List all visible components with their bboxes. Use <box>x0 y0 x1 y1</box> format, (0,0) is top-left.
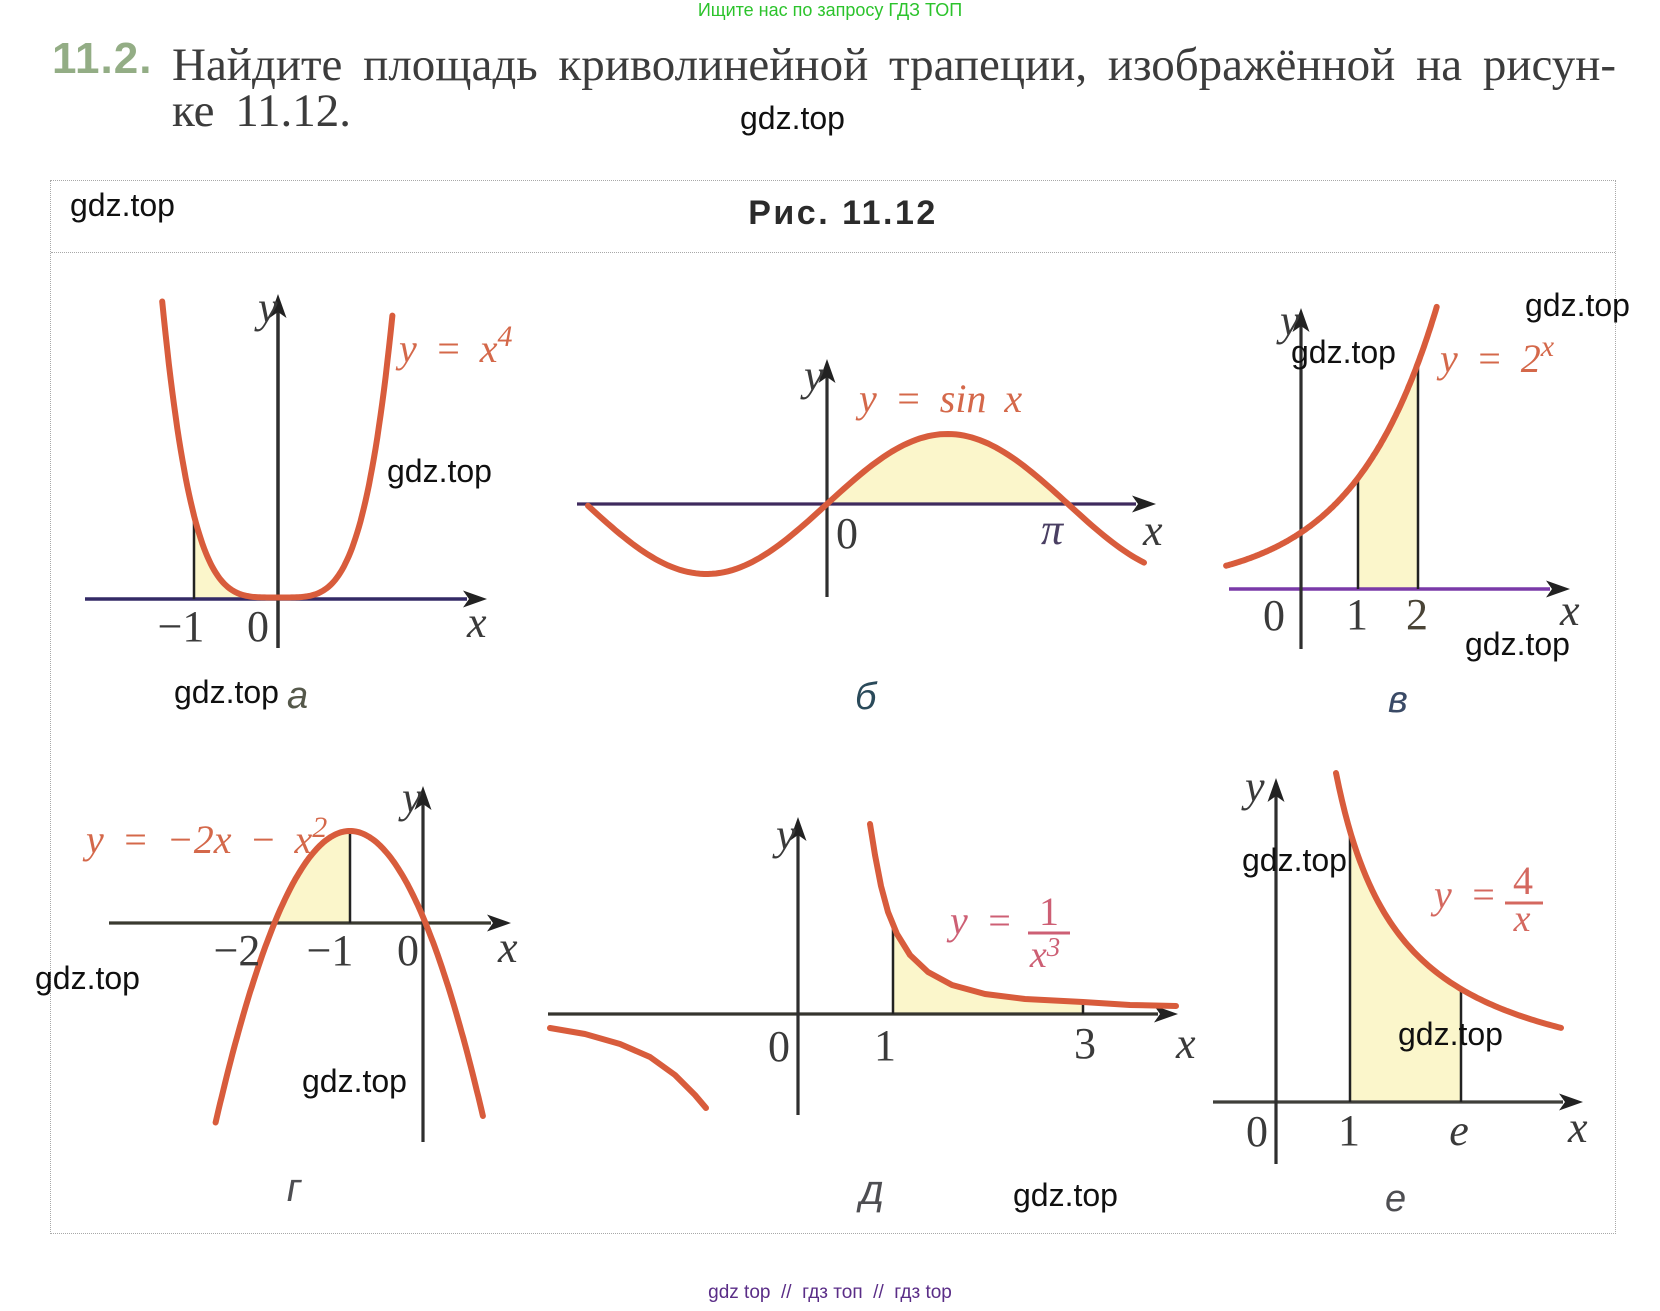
svg-text:0: 0 <box>836 509 858 558</box>
svg-text:e: e <box>1449 1106 1469 1155</box>
svg-text:y: y <box>254 283 278 332</box>
svg-text:x: x <box>466 598 487 647</box>
svg-text:1: 1 <box>1039 889 1059 934</box>
svg-text:π: π <box>1041 505 1065 554</box>
svg-text:x: x <box>1142 506 1163 555</box>
svg-text:x: x <box>1559 586 1580 635</box>
svg-text:1: 1 <box>1346 590 1368 639</box>
svg-text:−1: −1 <box>307 926 354 975</box>
svg-text:y =: y = <box>946 898 1013 943</box>
svg-text:0: 0 <box>1246 1107 1268 1156</box>
svg-text:y: y <box>398 773 422 822</box>
svg-text:0: 0 <box>397 926 419 975</box>
svg-text:−2: −2 <box>214 926 261 975</box>
svg-text:x: x <box>1175 1019 1196 1068</box>
svg-text:x3: x3 <box>1029 932 1060 976</box>
svg-text:y = −2x − x2: y = −2x − x2 <box>82 811 327 862</box>
svg-text:y = x4: y = x4 <box>395 320 513 371</box>
svg-text:y = 2x: y = 2x <box>1436 330 1555 381</box>
svg-text:x: x <box>497 923 518 972</box>
svg-text:−1: −1 <box>158 602 205 651</box>
svg-text:3: 3 <box>1074 1019 1096 1068</box>
svg-text:y: y <box>772 810 796 859</box>
svg-text:2: 2 <box>1406 590 1428 639</box>
svg-text:1: 1 <box>1338 1106 1360 1155</box>
svg-text:y =: y = <box>1430 872 1497 917</box>
svg-text:y: y <box>800 351 824 400</box>
svg-text:y: y <box>1241 762 1265 811</box>
svg-text:0: 0 <box>1263 591 1285 640</box>
svg-text:y: y <box>1276 296 1300 345</box>
svg-text:1: 1 <box>874 1021 896 1070</box>
svg-text:y = sin x: y = sin x <box>855 376 1022 421</box>
svg-text:4: 4 <box>1513 858 1533 903</box>
svg-text:0: 0 <box>247 602 269 651</box>
svg-text:0: 0 <box>768 1022 790 1071</box>
svg-text:x: x <box>1567 1103 1588 1152</box>
svg-text:x: x <box>1513 898 1531 940</box>
